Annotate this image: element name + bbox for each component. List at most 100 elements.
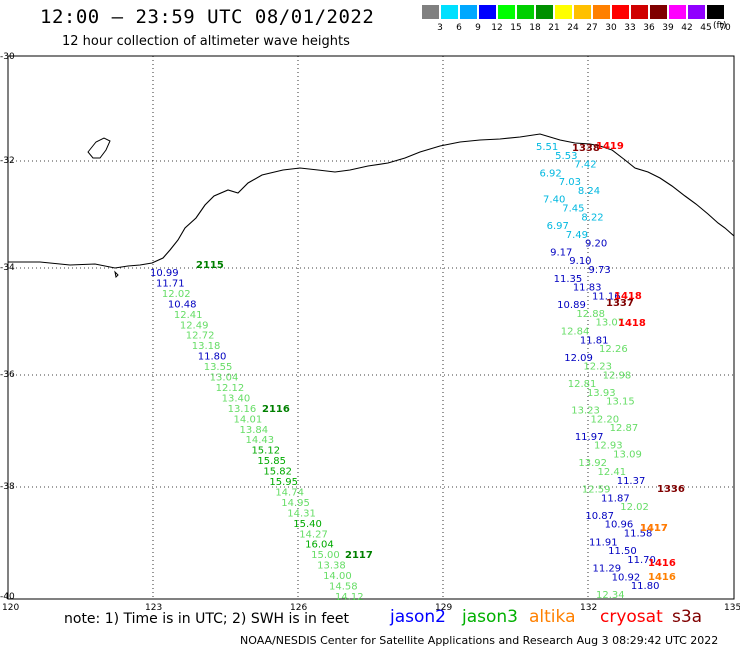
track-value: 11.37	[617, 476, 646, 487]
track-value: 11.71	[156, 278, 185, 289]
track-value: 13.92	[578, 458, 607, 469]
scale-label: 30	[605, 23, 617, 33]
credit-line: NOAA/NESDIS Center for Satellite Applica…	[240, 634, 719, 647]
scale-swatch	[536, 5, 553, 19]
scale-label: 42	[681, 23, 693, 33]
lat-label: -30	[0, 52, 15, 62]
legend-jason3: jason3	[462, 607, 518, 627]
track-value: 12.88	[576, 309, 605, 320]
track-value: 12.59	[582, 485, 611, 496]
track-value: 5.53	[555, 151, 577, 162]
track-value: 12.02	[620, 502, 649, 513]
track-value: 15.85	[257, 456, 286, 467]
pass-label: 2115	[196, 260, 224, 271]
track-value: 10.89	[557, 300, 586, 311]
lat-label: -34	[0, 263, 15, 273]
lon-label: 120	[2, 603, 20, 613]
scale-unit: (ft)	[713, 21, 727, 31]
track-value: 14.27	[299, 529, 328, 540]
scale-swatch	[479, 5, 496, 19]
track-value: 7.45	[562, 203, 584, 214]
lat-label: -32	[0, 156, 15, 166]
track-value: 14.01	[234, 414, 263, 425]
track-value: 15.82	[263, 467, 292, 478]
lat-label: -38	[0, 482, 15, 492]
track-value: 12.87	[610, 423, 639, 434]
lon-label: 129	[435, 603, 453, 613]
pass-label: 1336	[657, 484, 685, 495]
track-value: 12.23	[583, 362, 612, 373]
track-value: 11.35	[554, 274, 583, 285]
track-value: 12.72	[186, 331, 215, 342]
track-value: 6.97	[547, 221, 569, 232]
track-value: 11.80	[198, 352, 227, 363]
track-value: 13.09	[613, 449, 642, 460]
scale-label: 45	[700, 23, 712, 33]
lon-label: 126	[290, 603, 308, 613]
track-value: 13.84	[240, 425, 269, 436]
track-value: 7.40	[543, 195, 565, 206]
scale-label: 24	[567, 23, 579, 33]
track-value: 12.20	[590, 414, 619, 425]
lon-label: 132	[580, 603, 598, 613]
map-title: 12:00 – 23:59 UTC 08/01/2022	[40, 6, 375, 28]
track-value: 11.29	[592, 564, 621, 575]
pass-label: 2116	[262, 404, 290, 415]
track-value: 12.81	[568, 379, 597, 390]
lat-label: -36	[0, 370, 15, 380]
track-value: 13.55	[204, 362, 233, 373]
legend-s3a: s3a	[672, 607, 703, 627]
scale-swatch	[631, 5, 648, 19]
track-value: 13.18	[192, 341, 221, 352]
scale-label: 27	[586, 23, 598, 33]
scale-label: 39	[662, 23, 674, 33]
legend-jason2: jason2	[390, 607, 446, 627]
track-value: 11.97	[575, 432, 604, 443]
track-value: 13.04	[210, 373, 239, 384]
track-value: 14.12	[335, 592, 364, 603]
track-value: 11.80	[631, 581, 660, 592]
scale-swatch	[460, 5, 477, 19]
scale-label: 33	[624, 23, 636, 33]
pass-label: 1417	[640, 523, 668, 534]
track-value: 14.58	[329, 582, 358, 593]
pass-label: 1337	[606, 298, 634, 309]
track-value: 15.00	[311, 550, 340, 561]
small-island	[114, 270, 119, 279]
track-value: 13.93	[587, 388, 616, 399]
track-value: 12.12	[216, 383, 245, 394]
scale-label: 3	[437, 23, 443, 33]
track-value: 10.99	[150, 268, 179, 279]
scale-swatch	[574, 5, 591, 19]
scale-label: 12	[491, 23, 503, 33]
scale-swatch	[669, 5, 686, 19]
pass-label: 1418	[614, 291, 642, 302]
track-value: 10.92	[612, 572, 641, 583]
scale-label: 36	[643, 23, 655, 33]
track-value: 9.73	[588, 265, 610, 276]
scale-label: 21	[548, 23, 560, 33]
scale-swatch	[707, 5, 724, 19]
lon-label: 135	[724, 603, 740, 613]
track-value: 14.43	[245, 435, 274, 446]
track-value: 7.42	[574, 160, 596, 171]
track-value: 9.10	[569, 256, 591, 267]
pass-label: 1416	[648, 558, 676, 569]
track-value: 14.74	[275, 487, 304, 498]
scale-swatch	[441, 5, 458, 19]
track-value: 13.07	[596, 318, 625, 329]
track-value: 8.24	[578, 186, 600, 197]
track-value: 16.04	[305, 540, 334, 551]
scale-swatch	[612, 5, 629, 19]
track-value: 13.38	[317, 561, 346, 572]
scale-swatch	[498, 5, 515, 19]
track-value: 11.83	[573, 283, 602, 294]
map-subtitle: 12 hour collection of altimeter wave hei…	[62, 34, 350, 49]
track-value: 11.70	[627, 555, 656, 566]
track-value: 10.96	[605, 520, 634, 531]
scale-label: 6	[456, 23, 462, 33]
track-value: 12.93	[594, 441, 623, 452]
track-value: 12.41	[174, 310, 203, 321]
map-frame	[7, 55, 735, 600]
